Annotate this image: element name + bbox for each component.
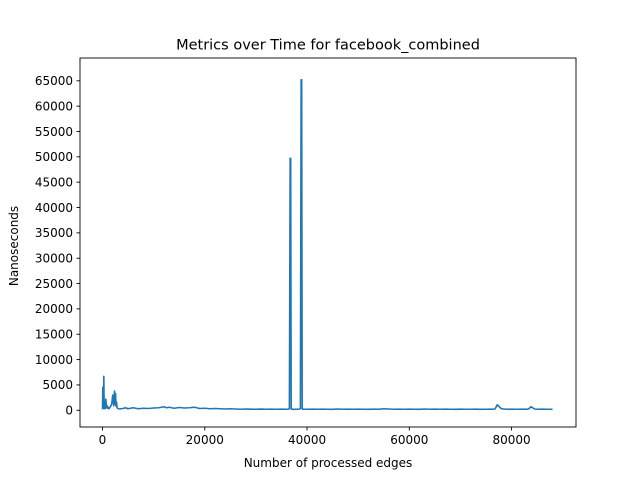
plot-area [101,79,553,411]
x-tick-label: 40000 [288,433,326,447]
y-tick-label: 50000 [35,150,73,164]
axes: 0 20000 40000 60000 80000 0 5000 10000 15000 2000… [35,57,577,447]
x-axis-label: Number of processed edges [244,456,413,470]
y-tick-label: 45000 [35,175,73,189]
axes-frame [79,57,577,428]
x-tick-label: 80000 [492,433,530,447]
x-tick-label: 0 [99,433,107,447]
y-tick-label: 5000 [42,378,73,392]
y-tick-label: 35000 [35,226,73,240]
x-tick-label: 60000 [390,433,428,447]
y-tick-label: 25000 [35,277,73,291]
y-tick-label: 0 [65,404,73,418]
y-tick-label: 65000 [35,74,73,88]
y-tick-label: 55000 [35,125,73,139]
x-tick-label: 20000 [186,433,224,447]
y-axis-label: Nanoseconds [7,206,21,286]
series-line-0 [101,79,553,411]
y-tick-label: 20000 [35,302,73,316]
y-tick-label: 15000 [35,328,73,342]
y-tick-label: 30000 [35,252,73,266]
y-tick-label: 10000 [35,353,73,367]
chart-title: Metrics over Time for facebook_combined [176,38,480,54]
y-tick-label: 60000 [35,99,73,113]
y-tick-label: 40000 [35,201,73,215]
